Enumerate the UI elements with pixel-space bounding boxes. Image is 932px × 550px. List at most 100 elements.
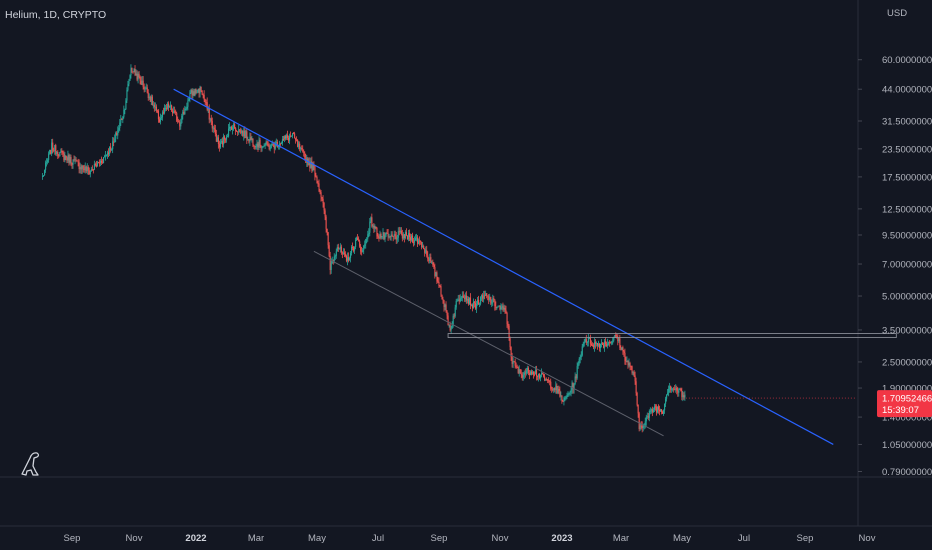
candle-body	[364, 244, 366, 246]
candle-body	[385, 233, 387, 236]
candle-body	[161, 112, 164, 118]
candle-body	[230, 126, 232, 128]
candle-body	[142, 80, 144, 87]
candle-body	[673, 388, 675, 390]
candle-body	[54, 145, 56, 152]
candle-body	[336, 247, 338, 252]
candle-body	[103, 157, 105, 164]
candle-body	[573, 383, 575, 389]
candle-body	[147, 92, 149, 99]
candle-body	[662, 411, 664, 414]
candle-body	[611, 341, 613, 344]
candle-body	[201, 90, 203, 95]
candle-body	[83, 168, 85, 171]
candle-body	[644, 421, 646, 426]
candle-body	[88, 170, 90, 175]
candle-body	[251, 138, 253, 141]
candle-body	[215, 133, 217, 142]
candle-body	[556, 385, 558, 393]
candle-body	[168, 103, 170, 107]
candle-body	[517, 367, 519, 374]
candle-body	[78, 162, 80, 170]
candle-body	[491, 302, 493, 304]
candle-body	[521, 374, 523, 378]
candle-body	[584, 339, 586, 342]
candle-body	[238, 129, 240, 133]
candle-body	[345, 255, 348, 261]
candle-body	[371, 217, 373, 227]
candle-body	[654, 406, 657, 408]
candle-body	[402, 234, 404, 239]
y-tick-label: 9.50000000	[882, 230, 932, 241]
candle-body	[554, 388, 556, 391]
candle-body	[93, 164, 95, 170]
candle-body	[649, 410, 651, 412]
candle-body	[376, 227, 378, 237]
candle-body	[652, 409, 654, 413]
candle-body	[510, 347, 512, 357]
candle-body	[323, 203, 325, 211]
y-tick-label: 2.50000000	[882, 357, 932, 368]
candle-body	[541, 372, 543, 376]
candle-body	[668, 388, 670, 393]
candle-body	[591, 345, 593, 347]
candle-body	[136, 73, 138, 80]
candle-body	[170, 105, 172, 107]
candle-body	[679, 388, 681, 390]
candle-body	[495, 306, 497, 309]
candle-body	[330, 263, 332, 270]
candle-body	[601, 343, 603, 345]
candle-body	[440, 286, 442, 295]
candle-body	[432, 262, 434, 265]
candle-body	[155, 106, 157, 111]
candle-body	[490, 297, 492, 304]
candle-body	[91, 169, 93, 170]
candle-body	[498, 305, 500, 307]
candle-body	[337, 247, 339, 249]
candle-body	[567, 393, 569, 395]
candle-body	[324, 210, 326, 217]
candle-body	[682, 395, 684, 398]
candle-body	[647, 416, 649, 418]
candle-body	[317, 183, 319, 185]
candle-body	[139, 77, 141, 81]
candle-body	[658, 409, 661, 412]
candle-body	[492, 298, 494, 303]
candle-body	[648, 411, 650, 418]
candle-body	[469, 297, 472, 306]
candle-body	[69, 157, 71, 163]
candle-body	[311, 161, 313, 171]
candle-body	[223, 136, 226, 140]
candle-body	[219, 142, 221, 148]
candle-body	[44, 169, 46, 176]
candle-body	[548, 380, 550, 382]
candle-body	[460, 297, 462, 299]
candle-body	[578, 358, 580, 364]
candle-body	[483, 295, 485, 299]
candle-body	[232, 127, 234, 130]
candle-body	[342, 252, 344, 254]
y-tick-label: 31.50000000	[882, 116, 932, 127]
candle-body	[315, 176, 317, 178]
candle-body	[322, 198, 324, 204]
candle-body	[196, 92, 198, 94]
candle-body	[433, 264, 435, 268]
candle-body	[511, 356, 513, 364]
candle-body	[157, 110, 159, 120]
candle-body	[357, 237, 359, 241]
candle-body	[302, 149, 304, 152]
candle-body	[59, 151, 61, 157]
candle-body	[677, 390, 679, 393]
candle-body	[275, 141, 277, 143]
candle-body	[123, 109, 125, 117]
candle-body	[655, 406, 658, 413]
candle-body	[278, 143, 280, 147]
candle-body	[608, 341, 610, 344]
candle-body	[485, 293, 487, 296]
candle-body	[206, 102, 208, 110]
candle-body	[333, 256, 335, 262]
candle-body	[439, 285, 441, 287]
candle-body	[115, 132, 117, 139]
candle-body	[81, 165, 83, 170]
